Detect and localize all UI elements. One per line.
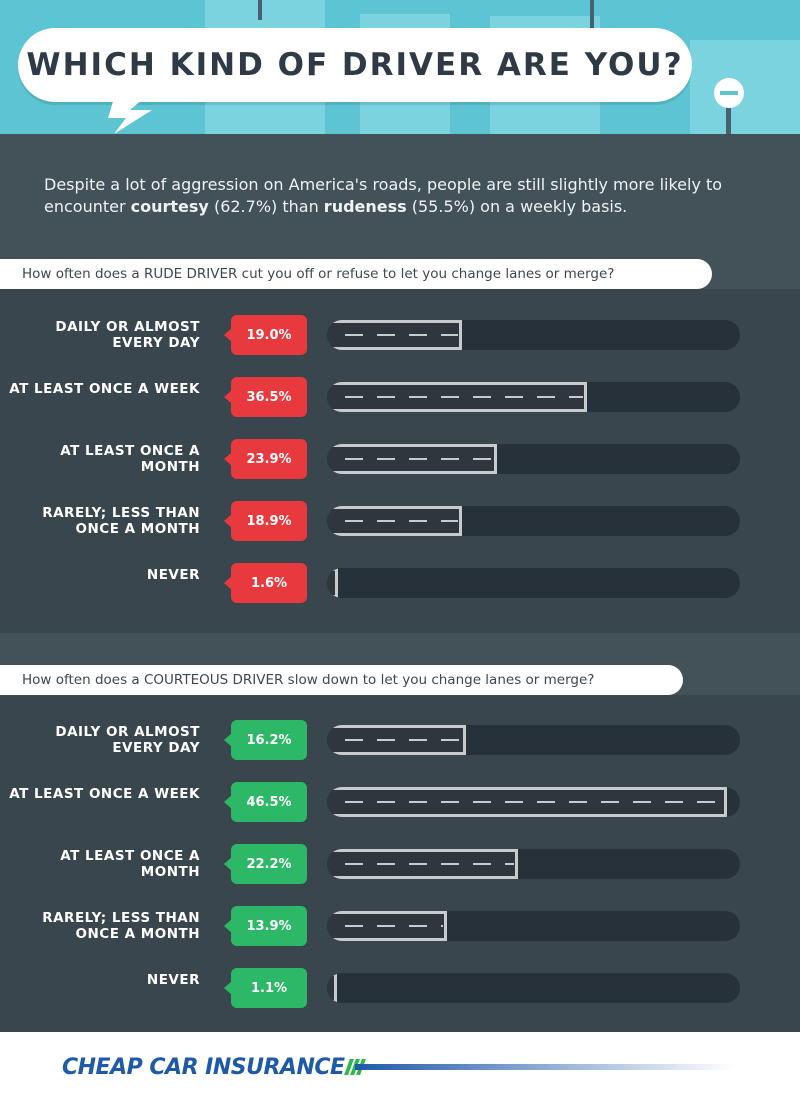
bar-track: [327, 725, 740, 755]
rude-driver-section: How often does a RUDE DRIVER cut you off…: [0, 258, 800, 633]
bar: [327, 320, 462, 350]
intro-courtesy-word: courtesy: [130, 197, 209, 216]
value-badge: 46.5%: [224, 782, 307, 822]
category-label: AT LEAST ONCE A WEEK: [9, 381, 200, 397]
category-label: NEVER: [146, 567, 200, 583]
sign-pole-shape: [726, 90, 731, 134]
bar: [327, 725, 466, 755]
building-shape: [690, 40, 800, 134]
intro-panel: Despite a lot of aggression on America's…: [0, 134, 800, 258]
pole-shape: [590, 0, 594, 30]
logo-text: CHEAP CAR INSURANCE: [62, 1054, 345, 1080]
intro-courtesy-pct: (62.7%) than: [208, 197, 324, 216]
bar-track: [327, 506, 740, 536]
road-sign-icon: [714, 78, 744, 108]
bar-track: [327, 320, 740, 350]
value-badge: 16.2%: [224, 720, 307, 760]
title-bubble: WHICH KIND OF DRIVER ARE YOU?: [18, 28, 692, 102]
category-label: AT LEAST ONCE A WEEK: [9, 786, 200, 802]
bar-track: [327, 444, 740, 474]
bar-track: [327, 911, 740, 941]
bar-track: [327, 382, 740, 412]
intro-rudeness-pct: (55.5%) on a weekly basis.: [406, 197, 628, 216]
bar-track: [327, 849, 740, 879]
page-title: WHICH KIND OF DRIVER ARE YOU?: [26, 47, 684, 83]
bar: [327, 973, 337, 1003]
bar-track: [327, 973, 740, 1003]
header-sky: WHICH KIND OF DRIVER ARE YOU?: [0, 0, 800, 134]
category-label: RARELY; LESS THAN ONCE A MONTH: [42, 910, 200, 942]
intro-rudeness-word: rudeness: [323, 197, 407, 216]
rude-question: How often does a RUDE DRIVER cut you off…: [0, 259, 712, 289]
category-label: AT LEAST ONCE A MONTH: [60, 848, 200, 880]
value-badge: 1.1%: [224, 968, 307, 1008]
bar: [327, 568, 338, 598]
intro-text-lead: Despite a lot of aggression on America's…: [44, 175, 723, 216]
bar-track: [327, 568, 740, 598]
category-label: AT LEAST ONCE A MONTH: [60, 443, 200, 475]
value-badge: 1.6%: [224, 563, 307, 603]
value-badge: 23.9%: [224, 439, 307, 479]
category-label: RARELY; LESS THAN ONCE A MONTH: [42, 505, 200, 537]
bar: [327, 506, 462, 536]
bar: [327, 382, 587, 412]
category-label: NEVER: [146, 972, 200, 988]
bar: [327, 849, 518, 879]
bar-track: [327, 787, 740, 817]
courteous-question: How often does a COURTEOUS DRIVER slow d…: [0, 665, 683, 695]
value-badge: 36.5%: [224, 377, 307, 417]
value-badge: 22.2%: [224, 844, 307, 884]
value-badge: 13.9%: [224, 906, 307, 946]
courteous-driver-section: How often does a COURTEOUS DRIVER slow d…: [0, 633, 800, 1032]
value-badge: 18.9%: [224, 501, 307, 541]
value-badge: 19.0%: [224, 315, 307, 355]
pole-shape: [258, 0, 262, 20]
category-label: DAILY OR ALMOST EVERY DAY: [55, 724, 200, 756]
lightning-bolt-icon: [108, 98, 152, 134]
logo-underline: [355, 1064, 735, 1070]
bar: [327, 787, 727, 817]
footer: CHEAP CAR INSURANCE: [0, 1032, 800, 1101]
brand-logo: CHEAP CAR INSURANCE: [62, 1052, 366, 1082]
bar: [327, 911, 447, 941]
category-label: DAILY OR ALMOST EVERY DAY: [55, 319, 200, 351]
intro-text: Despite a lot of aggression on America's…: [44, 174, 774, 218]
bar: [327, 444, 497, 474]
